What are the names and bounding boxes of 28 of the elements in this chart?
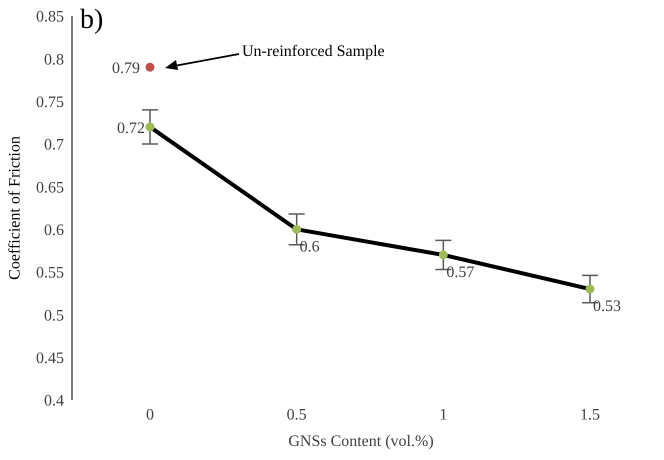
data-label: 0.72	[117, 120, 145, 137]
x-tick-label: 0	[146, 406, 154, 424]
y-tick-label: 0.8	[44, 51, 64, 68]
point	[438, 250, 448, 260]
y-tick-label: 0.75	[36, 94, 64, 112]
data-label: 0.53	[593, 298, 621, 316]
y-tick-label: 0.45	[36, 350, 64, 368]
x-axis-title: GNSs Content (vol.%)	[288, 433, 434, 450]
x-tick-label: 1	[439, 406, 448, 424]
point	[146, 122, 154, 132]
annotation: Un-reinforced Sample	[242, 43, 385, 61]
y-tick-label: 0.6	[44, 222, 64, 240]
y-tick-label: 0.5	[44, 307, 64, 324]
point	[586, 284, 594, 294]
x-tick-label: 1.5	[580, 406, 600, 424]
y-tick-label: 0.85	[36, 8, 64, 26]
y-tick-label: 0.55	[36, 264, 64, 282]
y-tick-label: 0.7	[44, 136, 64, 154]
y-tick-label: 0.4	[44, 392, 64, 410]
point	[292, 224, 302, 234]
annotation: b)	[80, 4, 104, 36]
data-label: 0.6	[300, 238, 320, 256]
data-label: 0.57	[446, 264, 474, 281]
point	[146, 62, 154, 72]
y-axis-title: Coefficient of Friction	[6, 136, 24, 280]
x-tick-label: 0.5	[286, 406, 307, 424]
data-label: 0.79	[112, 60, 140, 78]
y-tick-label: 0.65	[36, 179, 64, 196]
